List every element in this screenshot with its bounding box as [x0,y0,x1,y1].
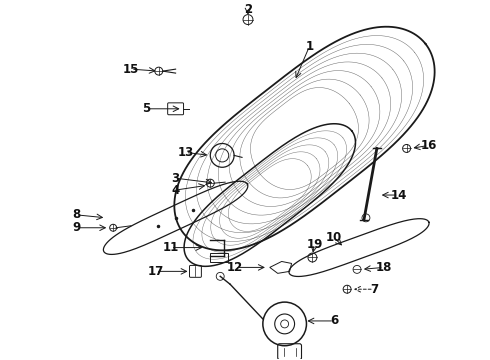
Text: 13: 13 [177,146,194,159]
Text: 16: 16 [420,139,437,152]
Text: 14: 14 [391,189,407,202]
Text: 6: 6 [330,314,339,328]
Text: 7: 7 [370,283,378,296]
Text: 12: 12 [227,261,243,274]
Text: 9: 9 [73,221,80,234]
Text: 2: 2 [244,3,252,16]
Text: 19: 19 [306,238,322,251]
Text: 17: 17 [147,265,164,278]
Text: 5: 5 [142,102,150,115]
Text: 15: 15 [123,63,139,76]
Text: 8: 8 [73,208,80,221]
Text: 1: 1 [305,40,314,53]
Text: 11: 11 [163,241,179,254]
Text: 4: 4 [172,184,180,197]
Text: 18: 18 [376,261,392,274]
Text: 10: 10 [326,231,343,244]
Text: 3: 3 [172,172,180,185]
